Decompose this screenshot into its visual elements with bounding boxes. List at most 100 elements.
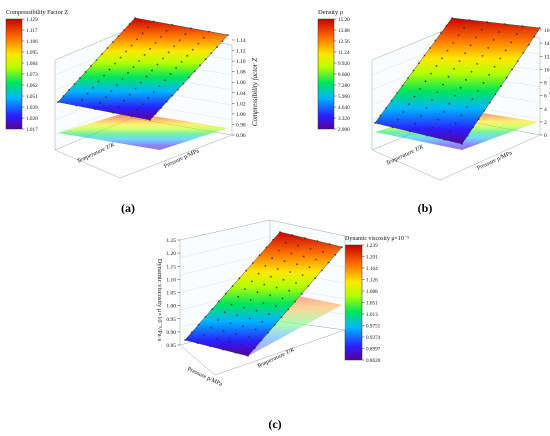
legend-title-c: Dynamic viscosity μ×10⁻⁵ — [345, 236, 409, 242]
colorbar-tick-label: 0.9751 — [366, 324, 381, 330]
colorbar-tick-label: 1.084 — [26, 61, 38, 67]
caption-c: (c) — [268, 417, 281, 431]
colorbar-tick-label: 4.640 — [338, 105, 350, 111]
legend-title-b: Density ρ — [318, 9, 343, 16]
colorbar-tick-label: 0.9374 — [366, 335, 381, 341]
surface-data-point — [227, 34, 229, 36]
surface-data-point — [283, 260, 286, 263]
surface-data-point — [397, 118, 399, 121]
colorbar-tick-label: 1.117 — [26, 28, 38, 34]
surface-data-point — [186, 54, 189, 57]
z-tick-label: 1.05 — [166, 291, 176, 297]
surface-data-point — [171, 94, 174, 97]
surface-data-point — [110, 90, 113, 92]
surface-data-point — [465, 78, 467, 81]
z-tick-label: 1.00 — [236, 112, 246, 118]
caption-b: (b) — [418, 201, 433, 215]
surface-data-point — [231, 285, 234, 287]
surface-data-point — [156, 63, 159, 66]
z-tick-label: 1.20 — [166, 251, 176, 257]
surface-data-point — [151, 69, 153, 72]
panel-c: Dynamic viscosity μ×10⁻⁵ 1.239 1.201 1.164… — [156, 219, 409, 388]
surface-data-point — [477, 118, 480, 120]
surface-data-point — [197, 323, 200, 326]
z-tick-label: 1.02 — [236, 101, 246, 107]
z-tick-label: 0.95 — [166, 317, 176, 323]
surface-data-point — [132, 66, 135, 68]
z-ticks-c: 0.85 0.90 0.95 1.00 1.05 1.10 1.15 1.20 1.25 — [166, 238, 180, 349]
colorbar-tick-label: 1.126 — [366, 278, 378, 284]
surface-data-point — [224, 292, 227, 295]
colorbar-tick-label: 1.201 — [366, 255, 378, 261]
back-wall-gridline — [179, 253, 271, 276]
surface-data-point — [221, 348, 224, 351]
surface-data-point — [480, 28, 483, 31]
z-tick-label: 1.10 — [236, 59, 246, 65]
z-tick-label: 1.14 — [236, 38, 246, 44]
surface-data-point — [210, 52, 213, 55]
z-tick-label: 0.98 — [236, 122, 246, 128]
colorbar-tick-label: 1.164 — [366, 266, 378, 272]
surface-data-point — [193, 70, 196, 73]
colorbar-tick-label: 8.600 — [338, 72, 350, 78]
surface-data-point — [234, 351, 237, 354]
surface-data-point — [401, 84, 404, 87]
surface-data-point — [130, 115, 133, 118]
surface-data-point — [105, 96, 107, 98]
surface-data-point — [123, 29, 125, 31]
surface-data-point — [391, 126, 394, 129]
surface-data-point — [134, 17, 136, 19]
surface-data-point — [141, 103, 144, 106]
surface-data-point — [291, 234, 294, 236]
surface-data-point — [498, 31, 501, 33]
surface-data-point — [236, 314, 239, 317]
surface-data-point — [290, 252, 293, 255]
surface-data-point — [521, 25, 524, 27]
surface-data-point — [147, 26, 150, 29]
surface-data-point — [228, 340, 231, 343]
surface-data-point — [248, 317, 251, 320]
surface-data-point — [440, 32, 442, 34]
surface-data-point — [472, 126, 474, 129]
surface-data-point — [418, 62, 420, 64]
surface-data-point — [197, 42, 200, 45]
colorbar-ticks-b: 15.20 13.88 12.56 11.24 9.920 8.600 7.280 5.960… — [334, 17, 350, 133]
surface-data-point — [188, 76, 190, 79]
panel-a: Compressibility Factor Z 1.129 1.117 1.106… — [5, 9, 259, 179]
colorbar-tick-label: 15.20 — [338, 17, 350, 23]
surface-data-point — [128, 23, 131, 25]
colorbar-tick-label: 2.000 — [338, 127, 350, 133]
colorbar-tick-label: 12.56 — [338, 39, 350, 45]
z-tick-label: 1.08 — [236, 70, 246, 76]
surface-data-point — [260, 339, 263, 342]
surface-data-point — [297, 244, 299, 247]
surface-data-point — [127, 72, 129, 74]
colorbar-tick-label: 1.095 — [26, 50, 38, 56]
surface-data-point — [493, 65, 496, 68]
surface-data-point — [242, 325, 244, 328]
surface-data-point — [97, 80, 100, 83]
surface-data-point — [136, 109, 139, 112]
surface-data-point — [334, 253, 337, 256]
surface-data-point — [449, 130, 452, 133]
surface-data-point — [279, 231, 281, 233]
surface-data-point — [257, 272, 260, 275]
surface-data-point — [301, 274, 304, 276]
surface-data-point — [253, 347, 256, 350]
surface-data-point — [533, 35, 536, 38]
surface-data-point — [396, 92, 398, 94]
surface-data-point — [202, 36, 205, 39]
z-tick-label: 16 — [544, 28, 550, 34]
surface-data-point — [431, 99, 433, 101]
surface-data-point — [222, 330, 225, 332]
surface-data-point — [284, 241, 287, 244]
surface-data-point — [90, 65, 92, 67]
surface-data-point — [453, 68, 455, 70]
z-tick-label: 0.90 — [166, 330, 176, 336]
surface-data-point — [408, 130, 411, 133]
colorbar-tick-label: 1.239 — [366, 243, 378, 249]
surface-data-point — [522, 52, 525, 54]
z-ticks-a: 0.96 0.98 1.00 1.02 1.04 1.06 1.08 1.10 1.12 1.14 — [232, 38, 246, 139]
surface-data-point — [203, 334, 206, 337]
surface-data-point — [296, 263, 298, 266]
